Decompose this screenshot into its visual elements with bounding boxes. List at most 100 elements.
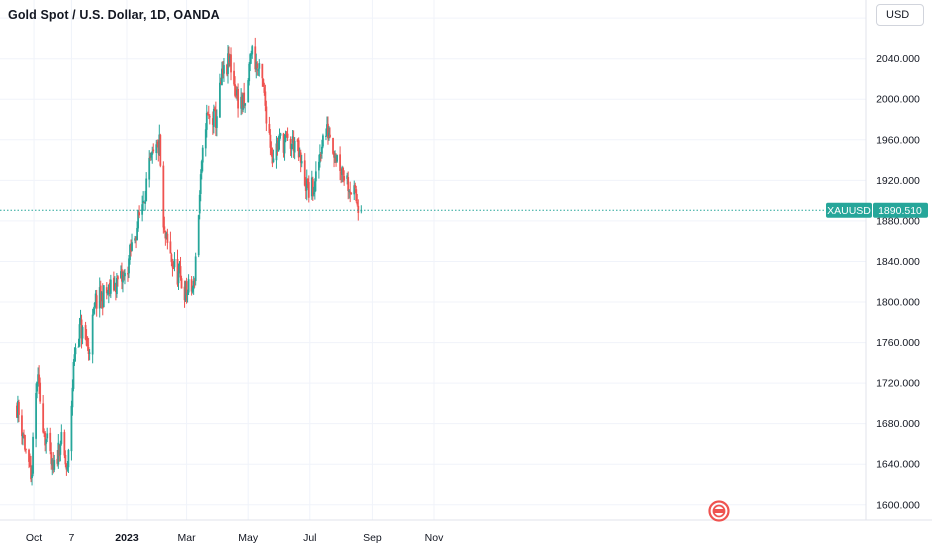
y-tick-label: 1760.000 (876, 337, 920, 349)
candle (85, 329, 88, 347)
candle (303, 153, 306, 187)
candle-body (354, 185, 357, 188)
candle (30, 455, 32, 483)
symbol-tag-text: XAUUSD (827, 205, 871, 217)
candle-body (278, 134, 281, 141)
candle-body (200, 161, 203, 174)
candle (49, 427, 52, 455)
candle (233, 62, 235, 87)
candle-body (28, 449, 30, 462)
candle (117, 275, 119, 287)
candle-body (138, 212, 141, 216)
candle (311, 176, 314, 201)
candle (320, 151, 322, 162)
candle-body (233, 70, 235, 85)
candle-body (63, 432, 66, 456)
candle (263, 82, 266, 96)
candle (213, 106, 216, 112)
candle-body (328, 132, 330, 137)
candle (53, 454, 56, 473)
candle-body (100, 292, 103, 300)
candle (268, 116, 271, 135)
candle (79, 309, 82, 325)
candle-body (57, 442, 60, 465)
candle (86, 336, 89, 351)
candle-body (343, 176, 346, 181)
candle (173, 252, 176, 272)
candle-body (18, 401, 20, 415)
candle-body (211, 118, 214, 125)
candle-body (105, 287, 108, 294)
candle (162, 161, 165, 234)
candle-body (197, 215, 200, 256)
candle-body (194, 256, 197, 282)
candle-body (108, 282, 111, 293)
candle (81, 325, 84, 345)
candle-body (334, 156, 336, 158)
candle-body (88, 352, 91, 354)
candle-body (272, 158, 275, 163)
candle (244, 102, 247, 113)
candle (325, 128, 327, 141)
candle (206, 111, 209, 116)
candle (92, 306, 95, 316)
candle-body (289, 139, 292, 149)
candle-body (236, 89, 238, 96)
candle-body (268, 123, 271, 134)
candle (31, 465, 33, 486)
candle (73, 347, 76, 366)
candle-body (114, 284, 117, 293)
currency-button[interactable]: USD (876, 4, 924, 26)
candle-body (317, 161, 320, 171)
candle (353, 180, 356, 201)
candle (342, 166, 345, 183)
candle-body (120, 271, 122, 278)
candle (300, 154, 303, 168)
chart-title: Gold Spot / U.S. Dollar, 1D, OANDA (8, 8, 220, 22)
candle-body (87, 347, 90, 354)
candle (299, 149, 302, 173)
candle-body (237, 88, 239, 109)
candle (272, 149, 275, 163)
candle (107, 284, 110, 304)
candle (46, 427, 49, 443)
candle (322, 133, 324, 149)
candle (176, 249, 179, 287)
candle-body (42, 403, 45, 433)
candle-body (98, 287, 101, 309)
candle-body (347, 177, 350, 191)
candle (250, 50, 253, 64)
candle-body (325, 135, 327, 137)
candle-body (78, 324, 81, 347)
candle (307, 175, 310, 203)
candle-body (346, 175, 349, 179)
candle-body (251, 46, 254, 55)
candle-body (235, 94, 237, 96)
candle-body (49, 432, 52, 452)
candle-body (290, 143, 293, 150)
candle (194, 252, 197, 286)
x-tick-label: May (238, 532, 259, 544)
candle (102, 285, 105, 308)
candle (304, 177, 307, 200)
candle (326, 116, 328, 137)
candle-body (250, 54, 253, 56)
candle-body (80, 319, 83, 339)
candle-body (163, 226, 166, 230)
candle (229, 54, 231, 67)
candle-body (355, 189, 358, 202)
candle-body (227, 53, 229, 74)
candle (114, 283, 117, 301)
candle-body (298, 152, 301, 157)
candle-body (215, 116, 218, 128)
candle (185, 277, 188, 304)
candle-body (219, 82, 221, 118)
candle (214, 101, 217, 137)
candle-body (155, 144, 158, 153)
candle-body (177, 271, 180, 284)
candle-body (29, 462, 31, 467)
tradingview-logo-icon[interactable] (708, 500, 730, 522)
candle-body (321, 146, 323, 154)
